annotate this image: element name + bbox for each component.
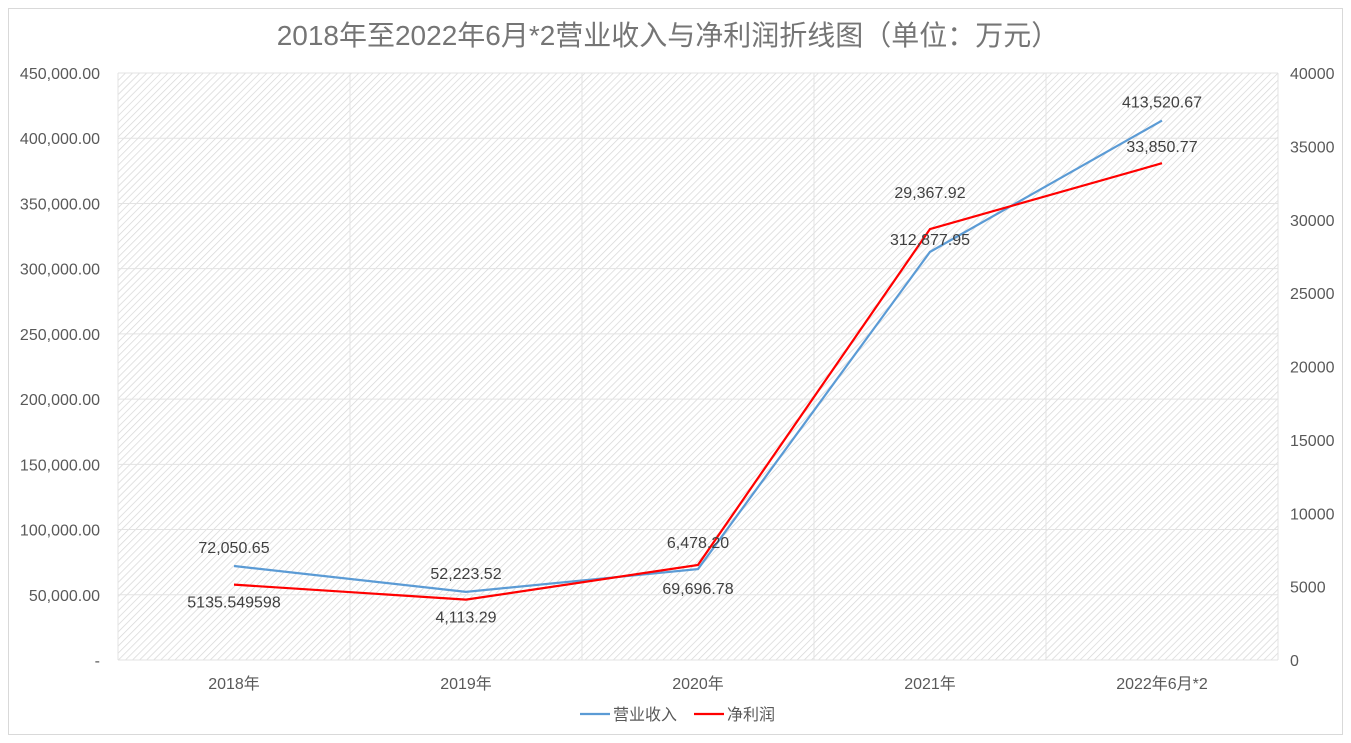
y-right-tick-label: 35000 (1290, 139, 1335, 156)
legend-label: 营业收入 (613, 706, 677, 724)
y-left-tick-label: 100,000.00 (20, 523, 100, 540)
data-label: 4,113.29 (435, 610, 496, 627)
data-label: 5135.549598 (187, 595, 281, 612)
data-label: 6,478.20 (667, 535, 729, 552)
data-label: 69,696.78 (662, 581, 733, 598)
plot-area (118, 73, 1278, 660)
x-tick-label: 2019年 (440, 675, 492, 693)
y-left-tick-label: 400,000.00 (20, 131, 100, 148)
chart-frame (8, 8, 1343, 735)
y-left-tick-label: 200,000.00 (20, 392, 100, 409)
data-label: 29,367.92 (894, 185, 965, 202)
data-label: 312,877.95 (890, 232, 970, 249)
y-left-tick-label: 300,000.00 (20, 262, 100, 279)
data-label: 413,520.67 (1122, 95, 1202, 112)
y-right-tick-label: 25000 (1290, 286, 1335, 303)
y-left-tick-label: 50,000.00 (29, 588, 100, 605)
chart-title: 2018年至2022年6月*2营业收入与净利润折线图（单位：万元） (277, 20, 1060, 51)
y-left-tick-label: 150,000.00 (20, 457, 100, 474)
data-label: 72,050.65 (198, 540, 269, 557)
y-right-tick-label: 30000 (1290, 213, 1335, 230)
x-tick-label: 2021年 (904, 675, 956, 693)
data-label: 33,850.77 (1126, 139, 1197, 156)
y-right-tick-label: 10000 (1290, 506, 1335, 523)
x-tick-label: 2020年 (672, 675, 724, 693)
legend-label: 净利润 (727, 706, 775, 724)
y-left-tick-label: - (95, 653, 100, 670)
x-tick-label: 2022年6月*2 (1116, 675, 1208, 693)
y-right-tick-label: 0 (1290, 653, 1299, 670)
y-right-tick-label: 5000 (1290, 580, 1326, 597)
y-right-tick-label: 15000 (1290, 433, 1335, 450)
y-left-tick-label: 350,000.00 (20, 196, 100, 213)
data-label: 52,223.52 (430, 566, 501, 583)
y-right-tick-label: 20000 (1290, 360, 1335, 377)
y-left-tick-label: 450,000.00 (20, 66, 100, 83)
x-tick-label: 2018年 (208, 675, 260, 693)
y-left-tick-label: 250,000.00 (20, 327, 100, 344)
y-right-tick-label: 40000 (1290, 66, 1335, 83)
